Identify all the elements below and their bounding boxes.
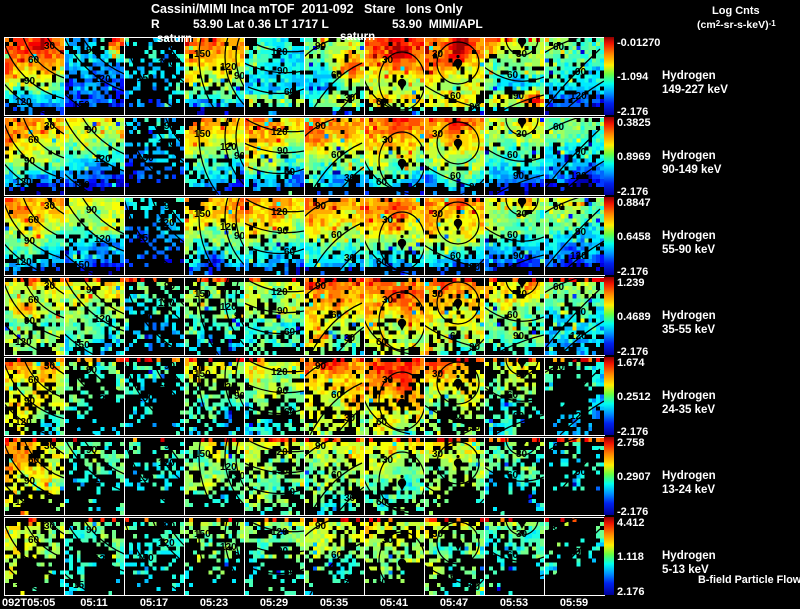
svg-text:Hydrogen: Hydrogen — [662, 470, 716, 482]
svg-text:0.2512: 0.2512 — [617, 391, 651, 403]
svg-text:0.6458: 0.6458 — [617, 231, 651, 243]
svg-text:-1.094: -1.094 — [617, 71, 649, 83]
svg-text:149-227 keV: 149-227 keV — [662, 84, 728, 96]
svg-text:0.4689: 0.4689 — [617, 311, 651, 323]
svg-text:05:35: 05:35 — [320, 597, 348, 609]
svg-text:Hydrogen: Hydrogen — [662, 230, 716, 242]
svg-text:55-90 keV: 55-90 keV — [662, 244, 715, 256]
svg-text:24-35 keV: 24-35 keV — [662, 404, 715, 416]
svg-text:35-55 keV: 35-55 keV — [662, 324, 715, 336]
svg-text:-0.01270: -0.01270 — [617, 37, 660, 49]
svg-text:2.176: 2.176 — [617, 586, 645, 598]
svg-text:(cm2-sr-s-keV)-1: (cm2-sr-s-keV)-1 — [697, 19, 776, 31]
svg-text:05:47: 05:47 — [440, 597, 468, 609]
svg-text:Cassini/MIMI Inca mTOF 2011-0: Cassini/MIMI Inca mTOF 2011-092 Stare Io… — [151, 2, 463, 16]
svg-text:saturn: saturn — [157, 33, 192, 45]
svg-text:-2.176: -2.176 — [617, 506, 648, 518]
svg-text:-2.176: -2.176 — [617, 106, 648, 118]
svg-text:05:29: 05:29 — [260, 597, 288, 609]
svg-text:-2.176: -2.176 — [617, 426, 648, 438]
svg-text:-2.176: -2.176 — [617, 346, 648, 358]
svg-text:saturn: saturn — [340, 31, 375, 43]
svg-text:4.412: 4.412 — [617, 517, 645, 529]
svg-text:-2.176: -2.176 — [617, 266, 648, 278]
svg-text:0.8969: 0.8969 — [617, 151, 651, 163]
svg-text:B-field Particle Flow: B-field Particle Flow — [698, 574, 800, 586]
svg-text:1.674: 1.674 — [617, 357, 645, 369]
svg-text:05:11: 05:11 — [80, 597, 108, 609]
svg-text:1.118: 1.118 — [617, 551, 644, 563]
svg-text:Hydrogen: Hydrogen — [662, 550, 716, 562]
svg-text:-2.176: -2.176 — [617, 186, 648, 198]
svg-text:1.239: 1.239 — [617, 277, 645, 289]
svg-text:90-149 keV: 90-149 keV — [662, 164, 722, 176]
svg-text:05:59: 05:59 — [560, 597, 588, 609]
svg-text:13-24 keV: 13-24 keV — [662, 484, 715, 496]
svg-text:53.90 MIMI/APL: 53.90 MIMI/APL — [392, 17, 483, 31]
svg-text:Hydrogen: Hydrogen — [662, 70, 716, 82]
svg-text:0.3825: 0.3825 — [617, 117, 651, 129]
svg-text:Hydrogen: Hydrogen — [662, 150, 716, 162]
svg-text:R: R — [151, 17, 160, 31]
svg-text:0.8847: 0.8847 — [617, 197, 651, 209]
svg-text:05:53: 05:53 — [500, 597, 528, 609]
svg-text:05:23: 05:23 — [200, 597, 228, 609]
svg-text:Hydrogen: Hydrogen — [662, 390, 716, 402]
svg-text:05:41: 05:41 — [380, 597, 408, 609]
svg-text:Hydrogen: Hydrogen — [662, 310, 716, 322]
svg-text:2.758: 2.758 — [617, 437, 645, 449]
svg-text:5-13 keV: 5-13 keV — [662, 564, 709, 576]
svg-text:05:17: 05:17 — [140, 597, 168, 609]
svg-text:Log Cnts: Log Cnts — [712, 5, 760, 17]
svg-text:53.90 Lat 0.36 LT 1717 L: 53.90 Lat 0.36 LT 1717 L — [193, 17, 329, 31]
svg-text:0.2907: 0.2907 — [617, 471, 651, 483]
svg-text:092T05:05: 092T05:05 — [2, 597, 55, 609]
